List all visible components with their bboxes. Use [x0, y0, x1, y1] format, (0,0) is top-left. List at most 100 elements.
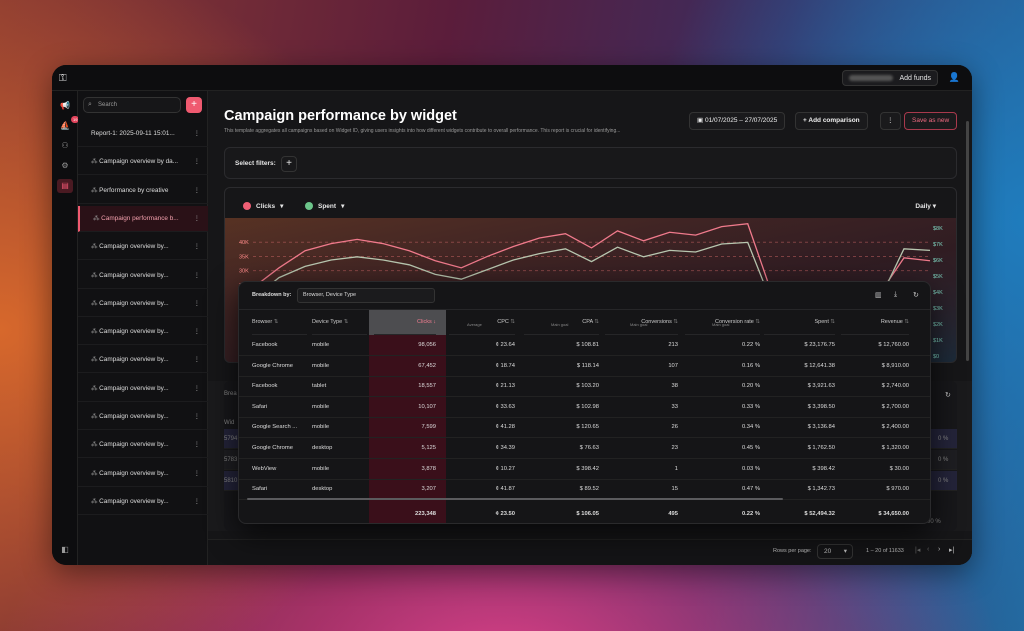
totals-row: 223,348 ¢ 23.50 $ 106.05 495 0.22 % $ 52,494.… [239, 504, 930, 523]
table-cell: $ 970.00 [886, 486, 909, 493]
item-menu-icon[interactable]: ⋮ [193, 130, 200, 137]
item-menu-icon[interactable]: ⋮ [193, 497, 200, 505]
item-menu-icon[interactable]: ⋮ [193, 469, 200, 477]
next-page-icon[interactable]: › [938, 546, 941, 553]
table-cell: 213 [668, 342, 678, 348]
column-header[interactable]: CPA ⇅ Main goal [524, 310, 599, 335]
sort-icon[interactable]: ⇅ [508, 319, 515, 325]
add-comparison-button[interactable]: + Add comparison [795, 112, 868, 130]
collapse-sidebar-icon[interactable]: ◧ [61, 545, 69, 554]
sort-icon[interactable]: ⇅ [753, 319, 760, 325]
sort-icon[interactable]: ⇅ [828, 319, 835, 325]
table-row[interactable]: Google Chrome desktop 5,125 ¢ 34.39 $ 76.63 2… [239, 438, 930, 459]
sidebar-item[interactable]: ⁂ Campaign performance b... ⋮ [78, 205, 208, 232]
first-page-icon[interactable]: |◂ [915, 547, 921, 554]
template-icon: ⁂ [91, 356, 100, 364]
template-icon: ⁂ [91, 271, 100, 279]
columns-icon[interactable]: ▥ [875, 292, 882, 299]
table-row[interactable]: Facebook tablet 18,557 ¢ 21.13 $ 103.20 38 0.2… [239, 376, 930, 398]
page-range-label: 1 – 20 of 11633 [866, 548, 904, 554]
table-row[interactable]: WebView mobile 3,878 ¢ 10.27 $ 398.42 1 0.03 %… [239, 459, 930, 480]
item-menu-icon[interactable]: ⋮ [193, 299, 200, 307]
sidebar-item-label: Campaign overview by... [99, 497, 169, 505]
sidebar-item[interactable]: ⁂ Campaign overview by da... ⋮ [78, 149, 208, 176]
reports-icon[interactable]: ▤ [57, 179, 73, 193]
sort-icon[interactable]: ⇅ [272, 319, 279, 325]
sidebar-item[interactable]: ⁂ Campaign overview by... ⋮ [78, 234, 208, 261]
sort-icon[interactable]: ⇅ [902, 319, 909, 325]
table-row[interactable]: Google Search ... mobile 7,599 ¢ 41.28 $ 120… [239, 417, 930, 439]
search-input[interactable]: ⌕ Search [83, 97, 181, 113]
sort-icon[interactable]: ⇅ [592, 319, 599, 325]
item-menu-icon[interactable]: ⋮ [193, 158, 200, 166]
sidebar-item[interactable]: ⁂ Campaign overview by... ⋮ [78, 432, 208, 459]
total-cell: 223,348 [415, 511, 436, 517]
breakdown-select[interactable]: Browser, Device Type [297, 288, 435, 303]
sidebar-item[interactable]: ⁂ Campaign overview by... ⋮ [78, 404, 208, 430]
legend-clicks[interactable]: Clicks ▾ [243, 202, 283, 210]
total-cell: $ 106.05 [576, 511, 599, 517]
add-filter-button[interactable]: + [281, 156, 297, 172]
megaphone-icon[interactable]: 📢 [60, 101, 70, 110]
item-menu-icon[interactable]: ⋮ [193, 243, 200, 251]
search-icon: ⌕ [88, 101, 92, 108]
item-menu-icon[interactable]: ⋮ [193, 271, 200, 279]
campaign-icon[interactable]: ⛵ 19 [60, 116, 80, 130]
item-menu-icon[interactable]: ⋮ [193, 214, 200, 222]
item-menu-icon[interactable]: ⋮ [193, 356, 200, 364]
item-menu-icon[interactable]: ⋮ [193, 384, 200, 392]
sidebar-item[interactable]: ⁂ Campaign overview by... ⋮ [78, 376, 208, 402]
settings-sliders-icon[interactable]: ⚙ [61, 161, 69, 170]
granularity-label: Daily [915, 203, 931, 210]
pagination-bar: Rows per page: 20 ▾ 1 – 20 of 11633 |◂ ‹… [208, 539, 972, 565]
column-header[interactable]: Revenue ⇅ [841, 310, 909, 335]
column-header[interactable]: Browser ⇅ [252, 310, 307, 335]
rows-per-page-select[interactable]: 20 ▾ [817, 544, 853, 559]
granularity-select[interactable]: Daily ▾ [915, 203, 936, 210]
prev-page-icon[interactable]: ‹ [927, 546, 930, 553]
more-options-icon[interactable]: ⋮ [880, 112, 901, 130]
table-row[interactable]: Google Chrome mobile 67,452 ¢ 18.74 $ 118.14… [239, 356, 930, 377]
download-icon[interactable]: ⤓ [894, 291, 898, 298]
sidebar-item[interactable]: ⁂ Performance by creative ⋮ [78, 178, 208, 204]
table-cell: 67,452 [418, 362, 436, 369]
add-report-button[interactable]: + [186, 97, 202, 113]
sidebar-item[interactable]: ⁂ Campaign overview by... ⋮ [78, 263, 208, 289]
sort-icon[interactable]: ⇅ [671, 319, 678, 325]
column-header[interactable]: Spent ⇅ [764, 310, 835, 335]
audience-icon[interactable]: ⚇ [61, 141, 69, 150]
sidebar-item[interactable]: ⁂ Campaign overview by... ⋮ [78, 319, 208, 346]
legend-spent[interactable]: Spent ▾ [305, 202, 344, 210]
table-cell: 33 [671, 403, 678, 410]
table-cell: $ 398.42 [576, 465, 599, 472]
column-header[interactable]: Conversion rate ⇅ Main goal [685, 310, 760, 335]
horizontal-scrollbar[interactable] [247, 498, 783, 500]
item-menu-icon[interactable]: ⋮ [193, 186, 200, 194]
funds-widget[interactable]: Add funds [842, 70, 938, 86]
column-header[interactable]: CPC ⇅ Average [449, 310, 515, 335]
last-page-icon[interactable]: ▸| [949, 547, 955, 554]
user-icon[interactable]: 👤 [948, 72, 960, 82]
item-menu-icon[interactable]: ⋮ [193, 413, 200, 420]
main-scrollbar[interactable] [966, 121, 969, 361]
sidebar-item[interactable]: ⁂ Campaign overview by... ⋮ [78, 489, 208, 515]
item-menu-icon[interactable]: ⋮ [193, 441, 200, 449]
table-row[interactable]: Facebook mobile 98,056 ¢ 23.64 $ 108.81 213 0.… [239, 335, 930, 356]
sidebar-item[interactable]: ⁂ Campaign overview by... ⋮ [78, 461, 208, 487]
refresh-icon[interactable]: ↻ [945, 392, 951, 399]
column-header[interactable]: Conversions ⇅ Main goal [605, 310, 678, 335]
date-range-button[interactable]: ▣ 01/07/2025 – 27/07/2025 [689, 112, 786, 130]
sidebar-item[interactable]: Report-1: 2025-09-11 15:01... ⋮ [78, 121, 208, 147]
save-as-new-button[interactable]: Save as new [904, 112, 958, 130]
sort-icon[interactable]: ⇅ [342, 319, 349, 325]
column-header[interactable]: Device Type ⇅ [312, 310, 367, 335]
column-header[interactable]: Clicks ↓ [374, 310, 436, 335]
sidebar-item[interactable]: ⁂ Campaign overview by... ⋮ [78, 347, 208, 374]
table-row[interactable]: Safari mobile 10,107 ¢ 33.63 $ 102.98 33 0.33 … [239, 397, 930, 418]
table-cell: $ 3,398.50 [807, 403, 835, 410]
item-menu-icon[interactable]: ⋮ [193, 328, 200, 336]
add-funds-button[interactable]: Add funds [899, 74, 931, 82]
total-cell [252, 504, 307, 523]
sidebar-item[interactable]: ⁂ Campaign overview by... ⋮ [78, 291, 208, 317]
refresh-icon[interactable]: ↻ [913, 292, 919, 299]
